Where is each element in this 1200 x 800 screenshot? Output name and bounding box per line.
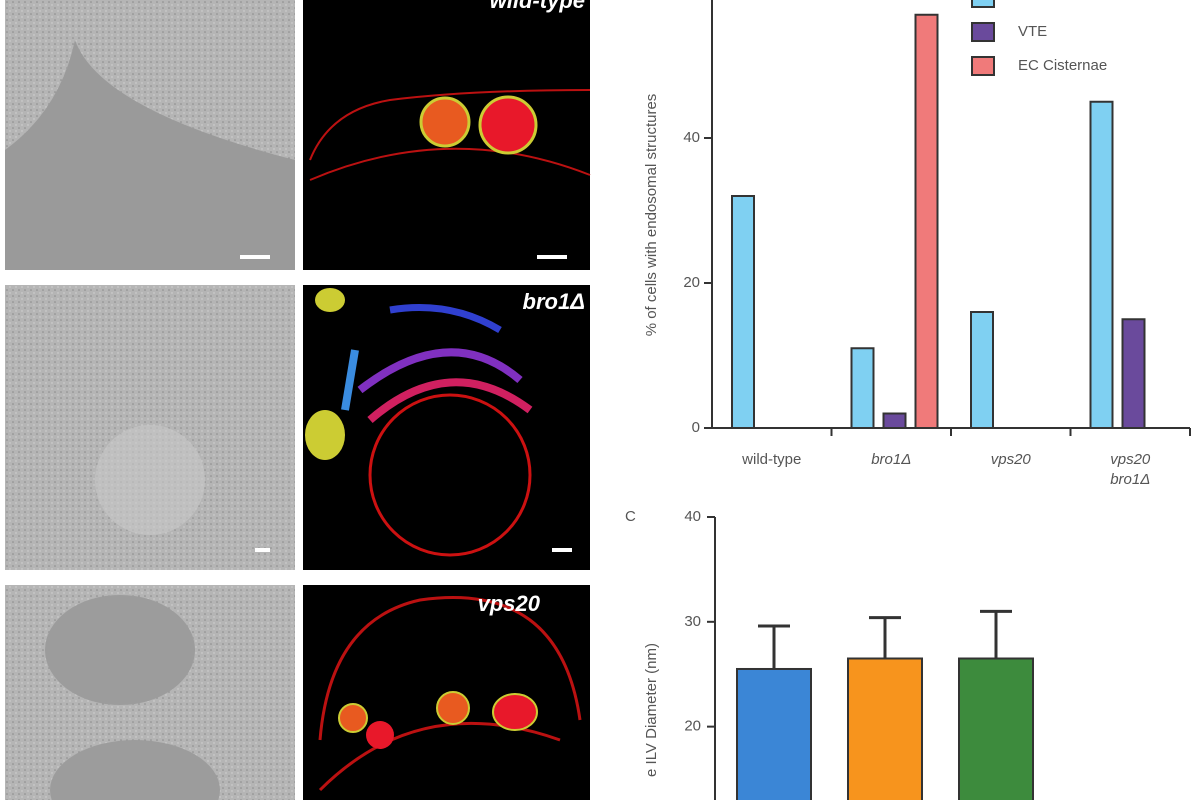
cisterna — [389, 304, 502, 334]
y-tick-label: 40 — [684, 508, 701, 525]
vesicle — [315, 288, 345, 312]
x-tick-label: vps20 bro1Δ — [1110, 451, 1151, 488]
micrographs: wild-type bro1Δ vps20 — [5, 0, 591, 800]
y-tick-label: 40 — [683, 129, 700, 146]
cisterna — [341, 349, 359, 411]
bar — [847, 657, 923, 800]
y-tick-label: 20 — [684, 718, 701, 735]
endosome — [366, 721, 394, 749]
endosome — [478, 95, 538, 155]
model-image — [303, 285, 590, 570]
em-feature — [50, 740, 220, 800]
legend-swatch — [971, 0, 995, 8]
legend-label: EC Cisternae — [1018, 57, 1107, 74]
scale-bar — [240, 255, 270, 259]
panel-label: wild-type — [490, 0, 585, 13]
bar — [731, 195, 755, 429]
y-tick-label: 30 — [684, 613, 701, 630]
endosome — [436, 691, 470, 725]
membrane — [309, 89, 591, 181]
x-tick-label: wild-type — [741, 451, 801, 468]
y-axis-label: e ILV Diameter (nm) — [643, 643, 660, 777]
scale-bar — [552, 548, 572, 552]
membrane — [318, 596, 582, 792]
membrane — [368, 393, 532, 557]
bar — [970, 311, 994, 429]
legend-swatch — [971, 56, 995, 76]
y-axis-label: % of cells with endosomal structures — [643, 94, 660, 337]
x-tick-label: vps20 — [991, 451, 1032, 468]
panel-letter: C — [625, 508, 636, 525]
bar — [882, 412, 907, 429]
bar — [736, 667, 812, 800]
legend-swatch — [971, 22, 995, 42]
scale-bar — [537, 255, 567, 259]
legend-label: VTE — [1018, 23, 1047, 40]
bar — [850, 347, 875, 429]
em-feature — [45, 595, 195, 705]
bar — [1121, 318, 1146, 429]
em-feature — [5, 40, 295, 270]
x-tick-label: bro1Δ — [871, 451, 911, 468]
endosome — [338, 703, 368, 733]
bar — [914, 13, 939, 429]
endosome — [492, 693, 538, 731]
panel-label: bro1Δ — [523, 289, 585, 314]
y-tick-label: 20 — [683, 274, 700, 291]
bar — [958, 657, 1034, 800]
em-feature — [95, 425, 205, 535]
vesicle — [305, 410, 345, 460]
cisterna — [357, 348, 523, 394]
panel-label: vps20 — [478, 591, 541, 616]
cisterna — [367, 378, 533, 424]
bar — [1089, 100, 1114, 429]
y-tick-label: 0 — [692, 419, 700, 436]
scale-bar — [255, 548, 270, 552]
endosome — [419, 96, 471, 148]
